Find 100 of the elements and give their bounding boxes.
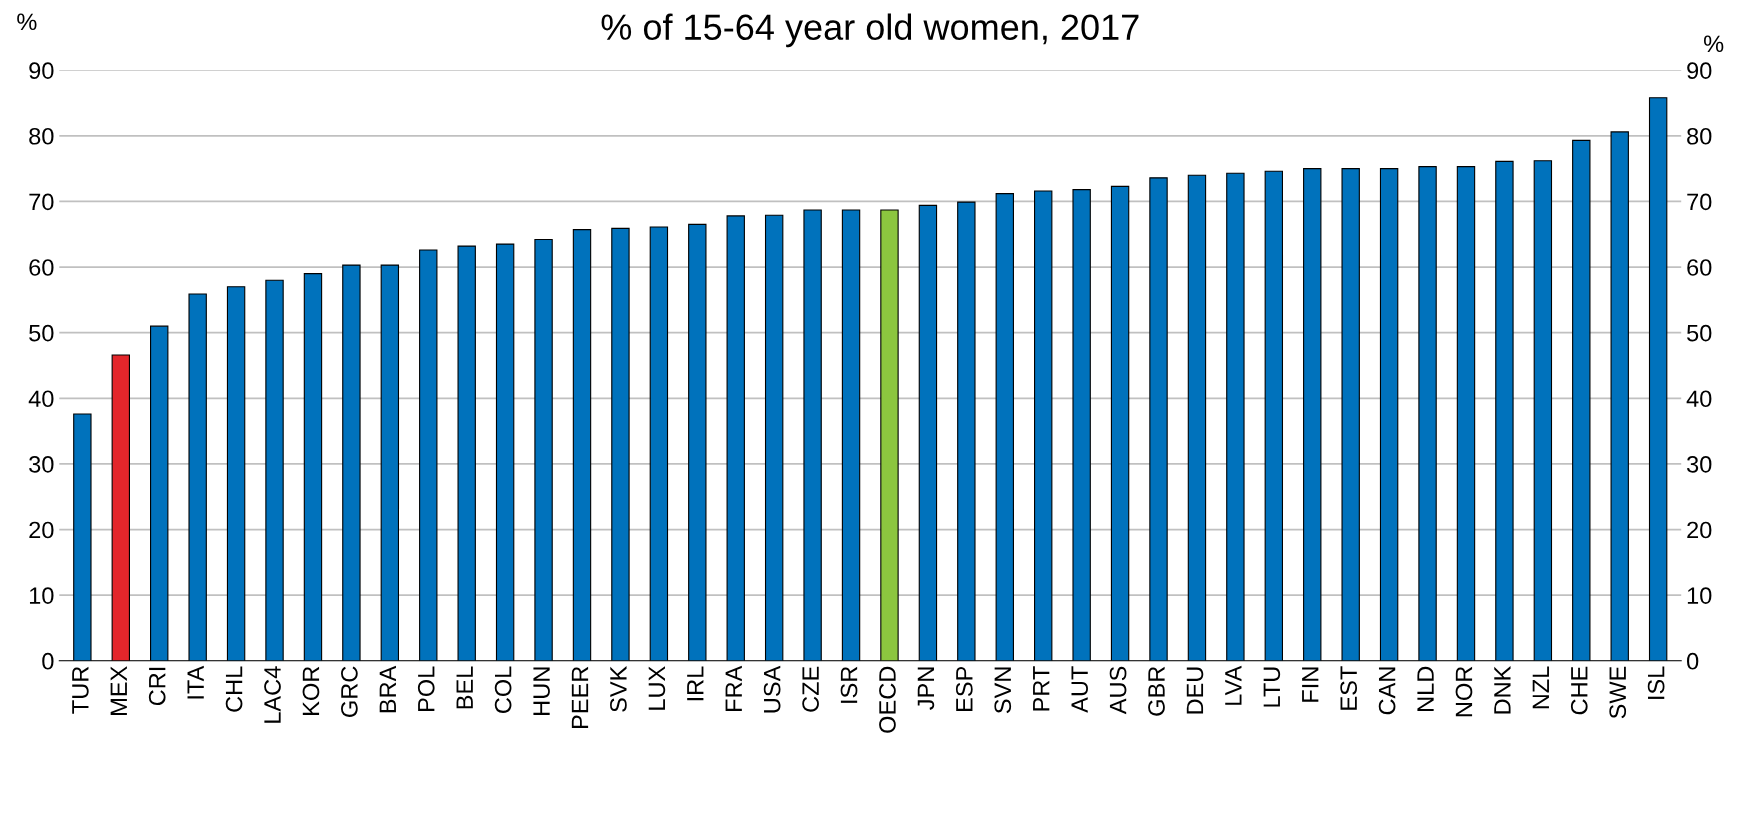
bar bbox=[764, 214, 784, 661]
bar bbox=[534, 238, 553, 661]
x-tick-label: MEX bbox=[110, 666, 127, 715]
x-tick-label: ESP bbox=[955, 666, 973, 711]
bar bbox=[1648, 97, 1668, 661]
x-tick-label: AUS bbox=[1109, 666, 1127, 715]
chart-title: % of 15-64 year old women, 2017 bbox=[601, 13, 1139, 48]
x-tick-label: ITA bbox=[187, 665, 204, 699]
x-tick-label: NOR bbox=[1455, 666, 1473, 717]
bar bbox=[1187, 174, 1207, 661]
x-tick-label: EST bbox=[1340, 666, 1358, 710]
x-tick-label: PEER bbox=[571, 666, 589, 729]
bar bbox=[841, 209, 861, 661]
y2-tick-label: 50 bbox=[1687, 324, 1712, 342]
x-tick-label: FIN bbox=[1302, 667, 1319, 702]
x-tick-label: CZE bbox=[802, 666, 819, 712]
x-tick-label: GRC bbox=[341, 666, 358, 717]
x-tick-label: COL bbox=[494, 666, 512, 714]
y2-tick-label: 60 bbox=[1687, 259, 1712, 276]
bar bbox=[495, 243, 515, 661]
bar bbox=[726, 215, 745, 661]
x-tick-label: CAN bbox=[1378, 667, 1396, 715]
x-tick-label: JPN bbox=[917, 667, 935, 710]
y-tick-label: 40 bbox=[28, 390, 54, 408]
y2-tick-label: 0 bbox=[1687, 652, 1699, 670]
y2-tick-label: 30 bbox=[1686, 456, 1712, 473]
bar bbox=[265, 279, 284, 661]
y-tick-label: 10 bbox=[29, 587, 54, 604]
x-tick-label: LVA bbox=[1225, 665, 1242, 705]
y2-axis-title: % bbox=[1704, 35, 1724, 53]
bar bbox=[1072, 189, 1091, 661]
bar bbox=[1418, 166, 1437, 661]
bar bbox=[1533, 160, 1553, 661]
x-tick-label: CRI bbox=[148, 667, 166, 706]
x-tick-label: BRA bbox=[379, 665, 396, 713]
x-tick-label: BEL bbox=[456, 666, 473, 709]
bar bbox=[1341, 168, 1360, 661]
x-tick-label: IRL bbox=[687, 666, 704, 701]
x-tick-label: AUT bbox=[1071, 666, 1088, 713]
bar bbox=[995, 193, 1014, 661]
bar bbox=[226, 286, 246, 661]
bar bbox=[73, 413, 92, 661]
x-tick-label: ISR bbox=[840, 666, 858, 703]
y-tick-label: 30 bbox=[29, 456, 54, 473]
y-tick-label: 80 bbox=[29, 127, 54, 145]
y2-tick-label: 40 bbox=[1686, 390, 1712, 408]
bar bbox=[1149, 177, 1168, 661]
y2-tick-label: 70 bbox=[1687, 193, 1712, 211]
y-tick-label: 20 bbox=[29, 521, 54, 539]
bar bbox=[419, 249, 438, 661]
y2-tick-label: 20 bbox=[1687, 521, 1712, 539]
bar bbox=[188, 293, 207, 661]
bar bbox=[572, 229, 592, 661]
bar bbox=[688, 223, 707, 661]
x-tick-label: CHL bbox=[225, 666, 243, 712]
y-tick-label: 70 bbox=[29, 193, 54, 211]
x-tick-label: USA bbox=[763, 665, 781, 713]
x-tick-label: DEU bbox=[1186, 667, 1204, 714]
bar bbox=[880, 209, 899, 661]
bar bbox=[611, 227, 630, 661]
x-tick-label: OECD bbox=[879, 666, 896, 733]
x-tick-label: NLD bbox=[1417, 666, 1434, 711]
bar bbox=[649, 226, 669, 661]
x-tick-label: LTU bbox=[1263, 667, 1281, 707]
x-tick-label: GBR bbox=[1148, 666, 1165, 716]
x-tick-label: DNK bbox=[1494, 665, 1511, 714]
y2-tick-label: 90 bbox=[1687, 62, 1712, 79]
x-tick-label: FRA bbox=[725, 665, 742, 711]
bar bbox=[1610, 131, 1629, 661]
bar bbox=[957, 201, 976, 661]
bar bbox=[918, 204, 938, 661]
x-tick-label: SVK bbox=[610, 665, 627, 712]
x-tick-label: LUX bbox=[648, 666, 666, 710]
y-tick-label: 60 bbox=[29, 259, 54, 276]
x-tick-label: HUN bbox=[533, 667, 550, 715]
y-tick-label: 50 bbox=[29, 324, 54, 342]
y2-tick-label: 10 bbox=[1687, 587, 1712, 604]
x-tick-label: SVN bbox=[994, 667, 1012, 714]
x-tick-label: POL bbox=[417, 666, 435, 711]
bar bbox=[1226, 172, 1245, 661]
bar bbox=[1572, 139, 1591, 661]
x-tick-label: PRT bbox=[1033, 666, 1050, 711]
bar bbox=[150, 325, 169, 661]
y-tick-label: 90 bbox=[29, 62, 54, 79]
bar bbox=[380, 264, 400, 661]
y-tick-label: 0 bbox=[42, 652, 54, 670]
bar bbox=[803, 209, 822, 661]
x-tick-label: CHE bbox=[1570, 666, 1588, 715]
bar bbox=[457, 245, 476, 661]
bar bbox=[1303, 168, 1322, 661]
bar bbox=[1495, 160, 1514, 661]
bar bbox=[303, 273, 323, 661]
bar bbox=[1110, 185, 1130, 661]
x-tick-label: LAC4 bbox=[264, 666, 281, 723]
y2-tick-label: 80 bbox=[1687, 127, 1712, 145]
bar bbox=[1456, 166, 1476, 661]
x-tick-label: NZL bbox=[1532, 666, 1549, 709]
bar bbox=[1034, 190, 1053, 661]
x-tick-label: SWE bbox=[1609, 666, 1627, 719]
x-tick-label: KOR bbox=[302, 666, 320, 715]
